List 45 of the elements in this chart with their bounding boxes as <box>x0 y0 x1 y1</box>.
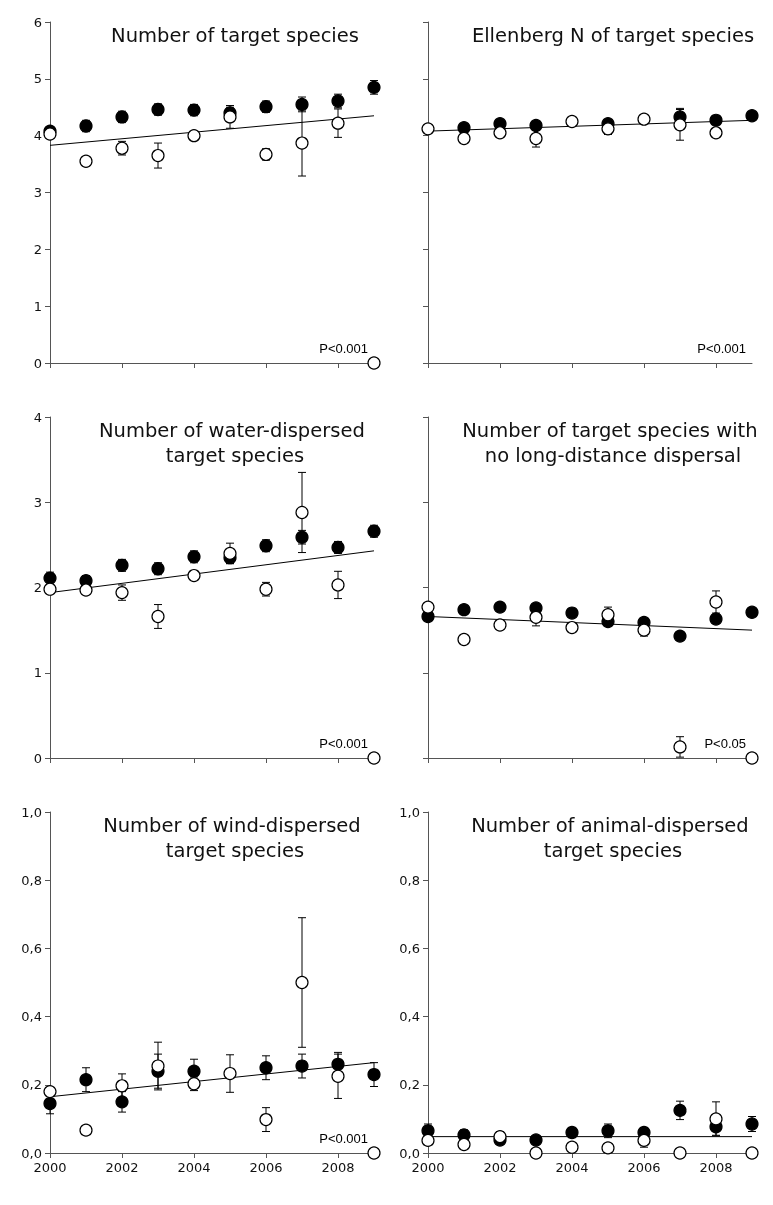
y-tick-label: 1,0 <box>399 804 420 820</box>
chart-title: Number of target species <box>111 24 359 47</box>
x-tick-label: 2002 <box>105 1160 139 1175</box>
annotation: P<0.001 <box>319 341 368 356</box>
y-tick-label: 6 <box>33 14 42 30</box>
y-tick-label: 1 <box>33 665 42 681</box>
y-tick-label: 0,6 <box>21 940 42 956</box>
y-tick-label: 2 <box>33 241 42 257</box>
x-tick-label: 2002 <box>483 1160 517 1175</box>
y-tick-label: 0,8 <box>399 872 420 888</box>
x-tick-label: 2006 <box>249 1160 283 1175</box>
y-tick-label: 2 <box>33 580 42 595</box>
y-tick-label: 0,4 <box>399 1009 420 1025</box>
y-tick-label: 0,4 <box>21 1009 42 1025</box>
y-tick-label: 0,2 <box>21 1077 42 1093</box>
y-tick-label: 0,8 <box>21 872 42 888</box>
y-tick-label: 0 <box>33 750 42 766</box>
x-tick-label: 2004 <box>177 1160 211 1175</box>
y-tick-label: 0 <box>33 355 42 371</box>
annotation: P<0.001 <box>319 1131 368 1146</box>
x-tick-label: 2008 <box>699 1160 733 1175</box>
annotation: P<0.001 <box>697 341 746 356</box>
y-tick-label: 0,0 <box>21 1145 42 1161</box>
x-tick-label: 2006 <box>627 1160 661 1175</box>
text: Number of water-dispersed target species <box>99 419 371 467</box>
y-tick-label: 4 <box>33 128 42 144</box>
y-tick-label: 3 <box>33 185 42 200</box>
y-tick-label: 4 <box>33 409 42 425</box>
x-tick-label: 2008 <box>321 1160 355 1175</box>
x-tick-label: 2000 <box>33 1160 67 1175</box>
text: Number of animal-dispersed target species <box>471 814 755 862</box>
x-tick-label: 2000 <box>411 1160 445 1175</box>
chart-title: Ellenberg N of target species <box>471 24 755 47</box>
y-tick-label: 5 <box>33 71 42 87</box>
y-tick-label: 0,0 <box>399 1145 420 1161</box>
text: Number of target species with no long-distance dispersal <box>462 419 764 467</box>
annotation: P<0.05 <box>704 736 747 751</box>
y-tick-label: 0,6 <box>399 940 420 956</box>
y-tick-label: 1 <box>33 298 42 314</box>
y-tick-label: 3 <box>33 494 42 510</box>
annotation: P<0.001 <box>319 736 368 751</box>
text: Number of wind-dispersed target species <box>103 814 367 862</box>
x-tick-label: 2004 <box>555 1160 589 1175</box>
y-tick-label: 1,0 <box>21 804 42 820</box>
y-tick-label: 0,2 <box>399 1077 420 1093</box>
